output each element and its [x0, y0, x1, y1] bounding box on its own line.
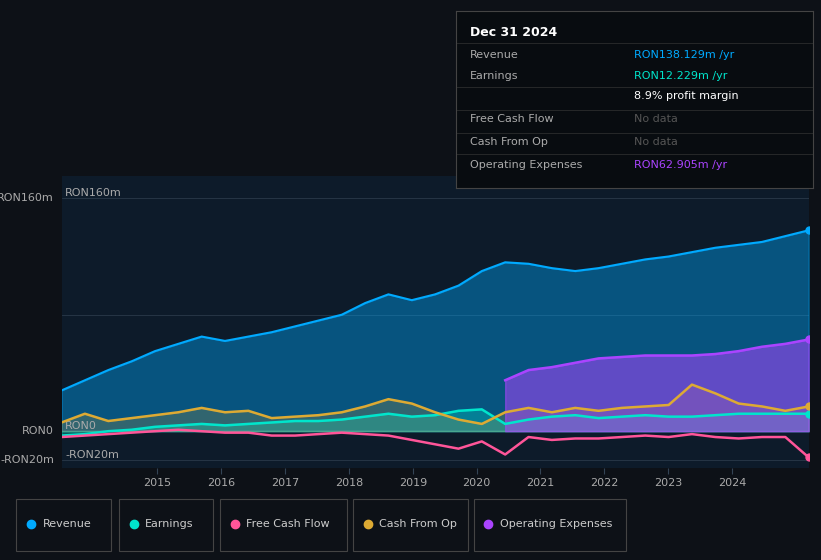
FancyBboxPatch shape: [220, 499, 347, 551]
FancyBboxPatch shape: [16, 499, 111, 551]
Text: Operating Expenses: Operating Expenses: [500, 519, 612, 529]
Text: RON0: RON0: [66, 421, 97, 431]
Text: Earnings: Earnings: [470, 72, 518, 81]
Text: -RON20m: -RON20m: [66, 450, 119, 460]
Text: No data: No data: [635, 114, 678, 124]
Text: No data: No data: [635, 137, 678, 147]
Text: -RON20m: -RON20m: [0, 455, 54, 465]
Text: Cash From Op: Cash From Op: [379, 519, 457, 529]
Text: RON0: RON0: [22, 426, 54, 436]
Text: RON62.905m /yr: RON62.905m /yr: [635, 160, 727, 170]
Text: Revenue: Revenue: [43, 519, 91, 529]
Text: Revenue: Revenue: [470, 50, 519, 60]
Text: RON160m: RON160m: [0, 193, 54, 203]
Text: RON138.129m /yr: RON138.129m /yr: [635, 50, 735, 60]
Text: Free Cash Flow: Free Cash Flow: [470, 114, 553, 124]
Text: Operating Expenses: Operating Expenses: [470, 160, 582, 170]
Text: Cash From Op: Cash From Op: [470, 137, 548, 147]
Text: RON12.229m /yr: RON12.229m /yr: [635, 72, 727, 81]
FancyBboxPatch shape: [119, 499, 213, 551]
Text: Dec 31 2024: Dec 31 2024: [470, 26, 557, 39]
FancyBboxPatch shape: [474, 499, 626, 551]
Text: Free Cash Flow: Free Cash Flow: [246, 519, 330, 529]
Text: Earnings: Earnings: [145, 519, 194, 529]
FancyBboxPatch shape: [353, 499, 468, 551]
Text: 8.9% profit margin: 8.9% profit margin: [635, 91, 739, 101]
Text: RON160m: RON160m: [66, 188, 122, 198]
